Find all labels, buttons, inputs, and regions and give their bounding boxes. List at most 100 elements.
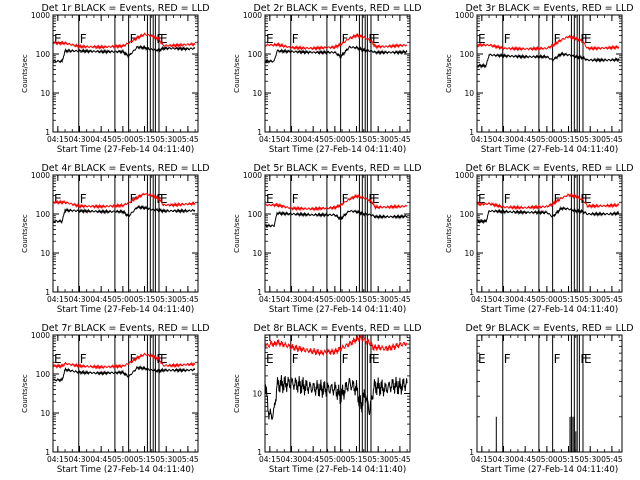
flag-label: F	[580, 192, 587, 206]
x-tick-label: 04:30	[493, 455, 515, 464]
flag-label: F	[342, 32, 349, 46]
flag-label: E	[160, 192, 168, 206]
x-tick-label: 05:45	[389, 455, 411, 464]
y-tick-label: 1	[45, 128, 50, 137]
flag-label: E	[160, 352, 168, 366]
series-red-line	[53, 192, 196, 210]
flag-label: E	[372, 352, 380, 366]
y-axis-label: Counts/sec	[445, 54, 453, 93]
panel-3: Det 3r BLACK = Events, RED = LLD Start Ti…	[445, 3, 634, 155]
x-tick-label: 04:15	[47, 295, 69, 304]
series-black-line	[265, 375, 408, 420]
flag-label: F	[580, 352, 587, 366]
series-red-line	[477, 192, 620, 211]
x-tick-label: 05:45	[177, 295, 199, 304]
x-tick-label: 05:30	[579, 135, 601, 144]
x-tick-label: 05:00	[112, 295, 134, 304]
x-tick-label: 04:30	[69, 135, 91, 144]
x-tick-label: 04:45	[90, 295, 112, 304]
flag-label: F	[292, 32, 299, 46]
flag-label: F	[368, 32, 375, 46]
x-tick-label: 04:30	[281, 295, 303, 304]
series-red-line	[265, 193, 408, 212]
series-red-line	[53, 32, 196, 51]
flag-label: F	[368, 192, 375, 206]
x-tick-label: 05:30	[155, 295, 177, 304]
x-axis-label: Start Time (27-Feb-14 04:11:40)	[57, 465, 194, 475]
x-tick-label: 05:45	[389, 135, 411, 144]
x-tick-label: 05:45	[601, 135, 623, 144]
y-tick-label: 1000	[243, 11, 262, 20]
y-tick-label: 100	[460, 210, 475, 219]
flag-label: E	[478, 32, 486, 46]
y-tick-label: 10	[252, 89, 262, 98]
flag-label: F	[80, 352, 87, 366]
x-axis-label: Start Time (27-Feb-14 04:11:40)	[269, 305, 406, 315]
flag-label: F	[130, 32, 137, 46]
y-tick-label: 1	[257, 128, 262, 137]
panel-title: Det 8r BLACK = Events, RED = LLD	[253, 323, 421, 334]
x-tick-label: 05:45	[601, 295, 623, 304]
x-axis-label: Start Time (27-Feb-14 04:11:40)	[481, 305, 618, 315]
panel-9: Det 9r BLACK = Events, RED = LLD Start Ti…	[465, 323, 633, 475]
y-tick-label: 100	[248, 50, 263, 59]
x-axis-label: Start Time (27-Feb-14 04:11:40)	[481, 465, 618, 475]
x-tick-label: 05:00	[536, 295, 558, 304]
series-red-line	[477, 34, 620, 52]
y-tick-label: 1000	[455, 171, 474, 180]
y-tick-label: 10	[40, 89, 50, 98]
y-tick-label: 1	[45, 448, 50, 457]
panel-5: Det 5r BLACK = Events, RED = LLD Start Ti…	[233, 163, 422, 315]
x-tick-label: 04:30	[281, 135, 303, 144]
x-tick-label: 05:00	[324, 135, 346, 144]
y-tick-label: 1000	[243, 171, 262, 180]
x-tick-label: 04:15	[259, 135, 281, 144]
panel-1: Det 1r BLACK = Events, RED = LLD Start Ti…	[21, 3, 210, 155]
flag-label: F	[342, 192, 349, 206]
flag-label: F	[504, 192, 511, 206]
x-tick-label: 04:45	[90, 135, 112, 144]
x-tick-label: 05:45	[177, 135, 199, 144]
series-red-line	[265, 335, 408, 357]
series-black-line	[477, 51, 620, 69]
series-black-line	[477, 206, 620, 225]
y-axis-label: Counts/sec	[233, 54, 241, 93]
flag-label: F	[554, 352, 561, 366]
y-tick-label: 1	[469, 288, 474, 297]
y-axis-label: Counts/sec	[21, 214, 29, 253]
y-tick-label: 10	[252, 390, 262, 399]
panel-7: Det 7r BLACK = Events, RED = LLD Start Ti…	[21, 323, 210, 475]
x-tick-label: 05:30	[579, 455, 601, 464]
plot-frame	[52, 174, 199, 293]
flag-label: F	[130, 352, 137, 366]
x-axis-label: Start Time (27-Feb-14 04:11:40)	[481, 145, 618, 155]
panel-title: Det 3r BLACK = Events, RED = LLD	[465, 3, 633, 14]
flag-label: F	[80, 192, 87, 206]
series-red-line	[265, 32, 408, 52]
y-tick-label: 1000	[31, 11, 50, 20]
panel-title: Det 7r BLACK = Events, RED = LLD	[41, 323, 209, 334]
plot-frame	[264, 14, 411, 133]
flag-label: F	[130, 192, 137, 206]
x-tick-label: 05:15	[346, 455, 368, 464]
x-tick-label: 05:15	[558, 455, 580, 464]
flag-label: E	[372, 32, 380, 46]
flag-label: E	[54, 352, 62, 366]
x-tick-label: 05:15	[134, 135, 156, 144]
x-tick-label: 05:15	[134, 295, 156, 304]
x-tick-label: 04:30	[69, 455, 91, 464]
flag-label: F	[504, 32, 511, 46]
x-tick-label: 05:45	[601, 455, 623, 464]
x-tick-label: 05:45	[389, 295, 411, 304]
plot-frame	[476, 14, 623, 133]
x-tick-label: 04:15	[471, 295, 493, 304]
x-tick-label: 04:45	[90, 455, 112, 464]
y-tick-label: 100	[248, 210, 263, 219]
y-tick-label: 100	[36, 370, 51, 379]
flag-label: F	[554, 32, 561, 46]
y-tick-label: 1000	[31, 171, 50, 180]
series-black-line	[265, 45, 408, 65]
flag-label: F	[80, 32, 87, 46]
flag-label: F	[342, 352, 349, 366]
